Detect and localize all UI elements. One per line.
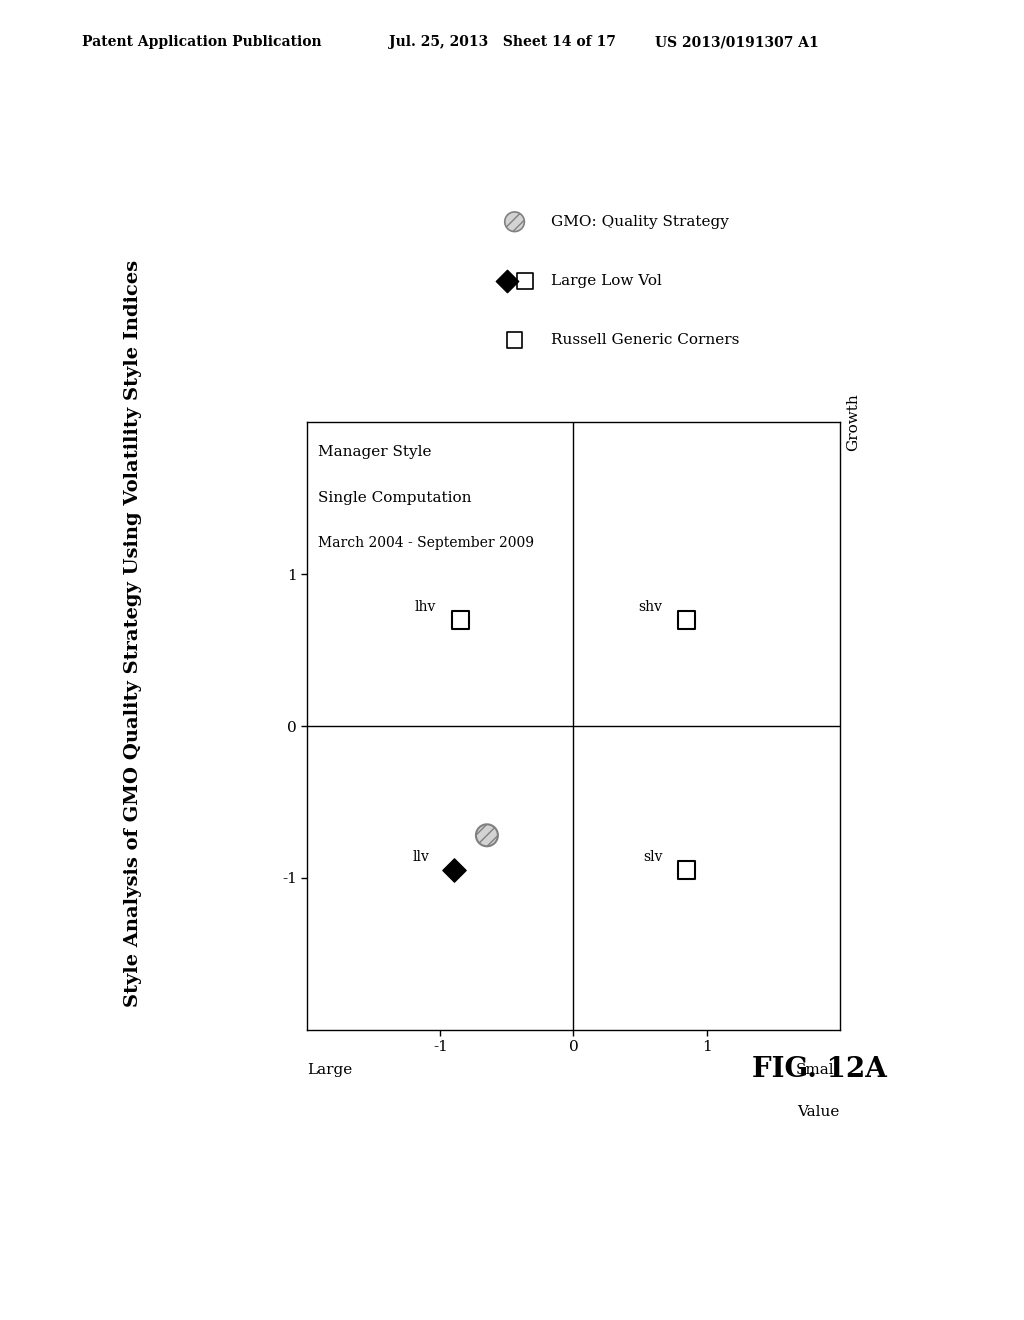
Point — [679, 610, 695, 631]
Text: GMO: Quality Strategy: GMO: Quality Strategy — [551, 215, 729, 228]
Text: Russell Generic Corners: Russell Generic Corners — [551, 333, 739, 347]
Point — [479, 825, 496, 846]
Text: lhv: lhv — [415, 599, 436, 614]
Text: FIG. 12A: FIG. 12A — [752, 1056, 887, 1082]
Text: Style Analysis of GMO Quality Strategy Using Volatility Style Indices: Style Analysis of GMO Quality Strategy U… — [124, 260, 142, 1007]
Text: Jul. 25, 2013   Sheet 14 of 17: Jul. 25, 2013 Sheet 14 of 17 — [389, 36, 616, 49]
Text: Small: Small — [797, 1063, 840, 1077]
Text: Growth: Growth — [846, 393, 860, 451]
Point — [506, 330, 522, 351]
Text: Patent Application Publication: Patent Application Publication — [82, 36, 322, 49]
Text: March 2004 - September 2009: March 2004 - September 2009 — [317, 536, 534, 550]
Text: Single Computation: Single Computation — [317, 491, 471, 504]
Point — [499, 271, 515, 292]
Text: slv: slv — [643, 850, 663, 865]
Text: llv: llv — [413, 850, 430, 865]
Text: Large Low Vol: Large Low Vol — [551, 273, 663, 288]
Point — [679, 859, 695, 880]
Point — [506, 211, 522, 232]
Text: Large: Large — [307, 1063, 352, 1077]
Text: Value: Value — [798, 1106, 840, 1119]
Text: Manager Style: Manager Style — [317, 445, 431, 459]
Point — [445, 859, 462, 880]
Text: shv: shv — [639, 599, 663, 614]
Text: US 2013/0191307 A1: US 2013/0191307 A1 — [655, 36, 819, 49]
Point — [517, 271, 534, 292]
Point — [453, 610, 469, 631]
